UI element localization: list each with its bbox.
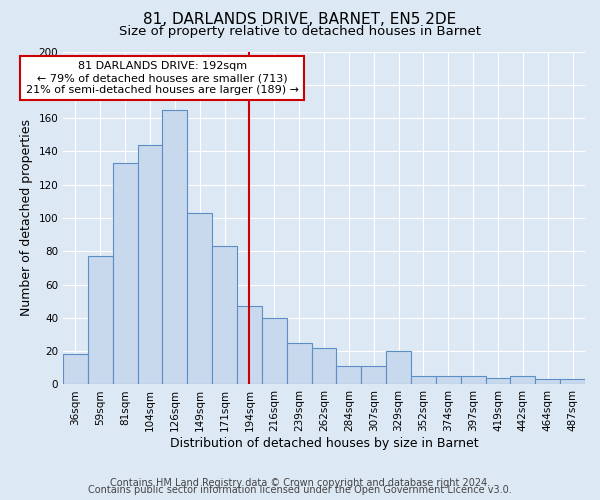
Bar <box>137 144 163 384</box>
Y-axis label: Number of detached properties: Number of detached properties <box>20 120 33 316</box>
Bar <box>337 366 361 384</box>
Bar <box>361 366 386 384</box>
Bar <box>436 376 461 384</box>
Text: 81, DARLANDS DRIVE, BARNET, EN5 2DE: 81, DARLANDS DRIVE, BARNET, EN5 2DE <box>143 12 457 28</box>
Text: 81 DARLANDS DRIVE: 192sqm
← 79% of detached houses are smaller (713)
21% of semi: 81 DARLANDS DRIVE: 192sqm ← 79% of detac… <box>26 62 299 94</box>
Bar <box>560 380 585 384</box>
Bar <box>461 376 485 384</box>
Text: Size of property relative to detached houses in Barnet: Size of property relative to detached ho… <box>119 25 481 38</box>
Text: Contains public sector information licensed under the Open Government Licence v3: Contains public sector information licen… <box>88 485 512 495</box>
Bar <box>187 213 212 384</box>
Bar <box>511 376 535 384</box>
Bar <box>535 380 560 384</box>
Bar <box>163 110 187 384</box>
Bar <box>262 318 287 384</box>
Bar <box>287 343 311 384</box>
X-axis label: Distribution of detached houses by size in Barnet: Distribution of detached houses by size … <box>170 437 478 450</box>
Bar <box>485 378 511 384</box>
Bar <box>63 354 88 384</box>
Bar <box>113 163 137 384</box>
Bar <box>212 246 237 384</box>
Bar <box>411 376 436 384</box>
Bar <box>88 256 113 384</box>
Text: Contains HM Land Registry data © Crown copyright and database right 2024.: Contains HM Land Registry data © Crown c… <box>110 478 490 488</box>
Bar <box>386 351 411 384</box>
Bar <box>311 348 337 385</box>
Bar <box>237 306 262 384</box>
